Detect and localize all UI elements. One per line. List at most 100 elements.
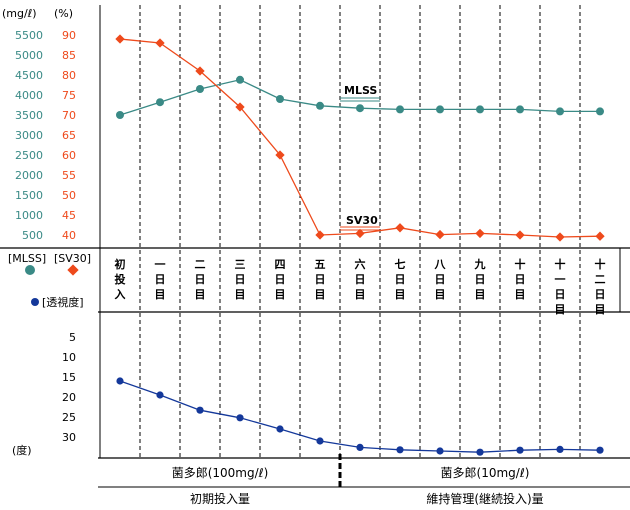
mlss-point <box>356 104 364 113</box>
day-label: 七日目 <box>395 257 406 301</box>
sv30-point <box>155 38 165 48</box>
transparency-point <box>516 446 524 454</box>
sv30-point <box>515 230 525 240</box>
axis-ticks: 5500500045004000350030002500200015001000… <box>15 29 76 444</box>
dose-maintenance-label: 菌多郎(10mg/ℓ) <box>441 466 530 480</box>
transparency-tick-label: 5 <box>69 331 76 344</box>
dose-initial-label: 菌多郎(100mg/ℓ) <box>172 466 269 480</box>
transparency-point <box>476 448 484 456</box>
legend-sv30-label: [SV30] <box>54 252 91 265</box>
day-label: 十二日目 <box>595 257 606 316</box>
day-label: 三日目 <box>235 258 246 301</box>
series-layer <box>115 34 605 456</box>
legend-transparency-marker <box>31 298 39 306</box>
sv30-tick-label: 45 <box>62 209 76 222</box>
day-label: 十一日目 <box>555 257 566 316</box>
sv30-tick-label: 50 <box>62 189 76 202</box>
sv30-point <box>395 223 405 233</box>
transparency-point <box>556 445 564 453</box>
sv30-point <box>435 229 445 240</box>
sv30-point <box>275 150 285 160</box>
day-label: 五日目 <box>315 258 326 301</box>
sv30-tick-label: 90 <box>62 29 76 42</box>
transparency-point <box>116 377 124 385</box>
mlss-point <box>476 105 484 114</box>
annotation-mlss: MLSS <box>344 84 377 97</box>
day-label: 二日目 <box>195 258 206 301</box>
mlss-tick-label: 2500 <box>15 149 43 162</box>
day-label: 八日目 <box>434 258 447 301</box>
sv30-unit-label: (%) <box>54 7 73 20</box>
transparency-tick-label: 20 <box>62 391 76 404</box>
mlss-point <box>196 85 204 93</box>
sv30-point <box>115 34 125 44</box>
mlss-tick-label: 2000 <box>15 169 43 182</box>
mlss-tick-label: 4500 <box>15 69 43 82</box>
day-label: 四日目 <box>275 258 286 301</box>
mlss-point <box>556 107 564 116</box>
sv30-point <box>555 232 565 242</box>
mlss-tick-label: 5000 <box>15 49 43 62</box>
legend-mlss-label: [MLSS] <box>8 252 46 265</box>
mlss-point <box>276 95 284 103</box>
transparency-point <box>236 414 244 422</box>
sv30-point <box>475 228 485 239</box>
sv30-tick-label: 85 <box>62 49 76 62</box>
vertical-gridlines <box>139 5 621 458</box>
transparency-point <box>436 447 444 455</box>
mlss-tick-label: 3500 <box>15 109 43 122</box>
mlss-point <box>436 105 444 114</box>
sv30-tick-label: 75 <box>62 89 76 102</box>
sv30-point <box>195 66 205 76</box>
legend-transparency-label: [透視度] <box>42 295 84 309</box>
transparency-tick-label: 10 <box>62 351 76 364</box>
sv30-point <box>595 231 605 241</box>
transparency-point <box>316 437 324 445</box>
mlss-tick-label: 500 <box>22 229 43 242</box>
phase-initial-label: 初期投入量 <box>190 491 250 506</box>
sv30-tick-label: 55 <box>62 169 76 182</box>
sv30-tick-label: 70 <box>62 109 76 122</box>
mlss-series <box>116 75 604 119</box>
mlss-point <box>236 75 244 84</box>
sv30-tick-label: 60 <box>62 149 76 162</box>
mlss-tick-label: 1500 <box>15 189 43 202</box>
sv30-tick-label: 80 <box>62 69 76 82</box>
day-labels: 初投入 一日目 二日目 三日目 四日目 五日目 六日目 七日目 八日目 九日目 十日目 十一日目 十二日… <box>115 257 606 316</box>
day-label: 十日目 <box>515 257 526 301</box>
sv30-tick-label: 65 <box>62 129 76 142</box>
transparency-line <box>119 380 601 453</box>
phase-maintenance-label: 維持管理(継続投入)量 <box>426 491 543 506</box>
mlss-point <box>156 98 164 107</box>
chart-frame <box>0 5 630 488</box>
sv30-point <box>315 230 325 240</box>
day-label: 一日目 <box>155 258 166 301</box>
mlss-point <box>516 105 524 114</box>
transparency-point <box>276 425 284 433</box>
sv30-point <box>235 102 245 112</box>
mlss-tick-label: 1000 <box>15 209 43 222</box>
mlss-point <box>396 105 404 114</box>
mlss-point <box>116 111 124 119</box>
annotation-sv30: SV30 <box>346 214 378 227</box>
transparency-series <box>116 377 604 456</box>
mlss-tick-label: 4000 <box>15 89 43 102</box>
day-label: 九日目 <box>474 257 486 301</box>
mlss-tick-label: 5500 <box>15 29 43 42</box>
legend-sv30-marker <box>67 264 79 276</box>
sv30-tick-label: 40 <box>62 229 76 242</box>
transparency-tick-label: 25 <box>62 411 76 424</box>
day-label: 初投入 <box>115 257 126 301</box>
transparency-point <box>396 446 404 454</box>
transparency-point <box>196 406 204 414</box>
transparency-tick-label: 30 <box>62 431 76 444</box>
transparency-point <box>156 391 164 399</box>
sv30-series <box>115 34 605 242</box>
transparency-point <box>596 446 604 454</box>
sv30-line <box>119 38 601 238</box>
legend-mlss-marker <box>25 265 35 275</box>
transparency-unit-label: (度) <box>12 443 32 457</box>
transparency-tick-label: 15 <box>62 371 76 384</box>
